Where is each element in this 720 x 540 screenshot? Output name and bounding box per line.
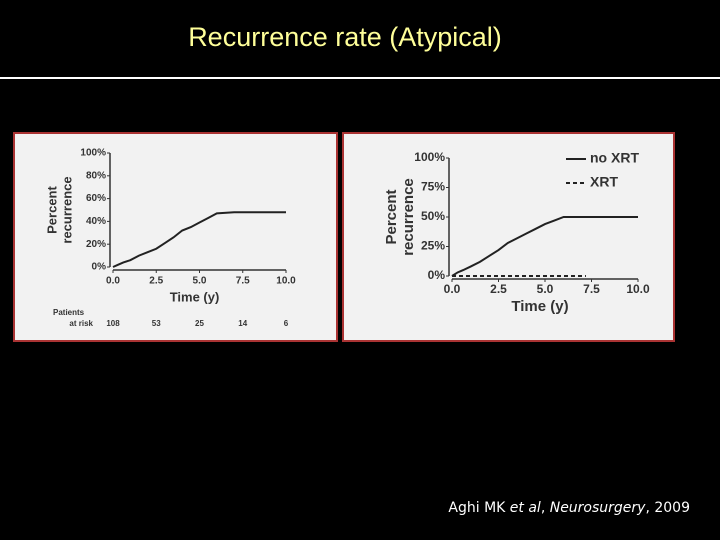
y-tick-label: 0% <box>428 268 446 282</box>
y-tick-label: 40% <box>86 216 106 227</box>
at-risk-label: Patients <box>53 308 85 317</box>
x-tick-label: 0.0 <box>444 282 461 296</box>
at-risk-value: 6 <box>284 319 289 328</box>
y-tick-label: 100% <box>80 148 106 159</box>
x-axis-label: Time (y) <box>170 289 220 304</box>
at-risk-value: 108 <box>106 319 120 328</box>
legend-label: XRT <box>590 174 618 190</box>
y-axis-label: recurrence <box>400 178 417 256</box>
legend-label: no XRT <box>590 150 639 166</box>
at-risk-value: 53 <box>152 319 161 328</box>
y-tick-label: 20% <box>86 239 106 250</box>
citation: Aghi MK et al, Neurosurgery, 2009 <box>448 500 690 516</box>
citation-part: , <box>540 500 550 516</box>
citation-part: Neurosurgery <box>549 500 646 516</box>
at-risk-value: 25 <box>195 319 204 328</box>
x-tick-label: 2.5 <box>149 276 163 287</box>
x-tick-label: 0.0 <box>106 276 120 287</box>
y-axis-label: recurrence <box>59 176 74 243</box>
citation-part: Aghi MK <box>448 500 510 516</box>
x-tick-label: 10.0 <box>276 276 296 287</box>
citation-part: et al <box>509 500 541 516</box>
y-tick-label: 80% <box>86 170 106 181</box>
x-tick-label: 7.5 <box>583 282 600 296</box>
x-tick-label: 5.0 <box>193 276 207 287</box>
at-risk-label: at risk <box>69 319 93 328</box>
y-tick-label: 75% <box>421 180 445 194</box>
x-tick-label: 7.5 <box>236 276 250 287</box>
y-tick-label: 60% <box>86 193 106 204</box>
y-axis-label: Percent <box>44 185 59 233</box>
y-tick-label: 50% <box>421 209 445 223</box>
y-tick-label: 100% <box>414 150 445 164</box>
x-tick-label: 2.5 <box>490 282 507 296</box>
x-tick-label: 10.0 <box>626 282 650 296</box>
y-tick-label: 25% <box>421 239 445 253</box>
slide-title: Recurrence rate (Atypical) <box>188 22 502 52</box>
x-tick-label: 5.0 <box>537 282 554 296</box>
panel <box>342 132 675 342</box>
y-tick-label: 0% <box>92 262 107 273</box>
series-line <box>451 216 638 277</box>
at-risk-value: 14 <box>238 319 247 328</box>
citation-part: , 2009 <box>645 500 690 516</box>
divider <box>0 77 720 79</box>
series-line <box>112 211 286 268</box>
x-axis-label: Time (y) <box>511 298 568 315</box>
y-axis-label: Percent <box>383 189 400 244</box>
